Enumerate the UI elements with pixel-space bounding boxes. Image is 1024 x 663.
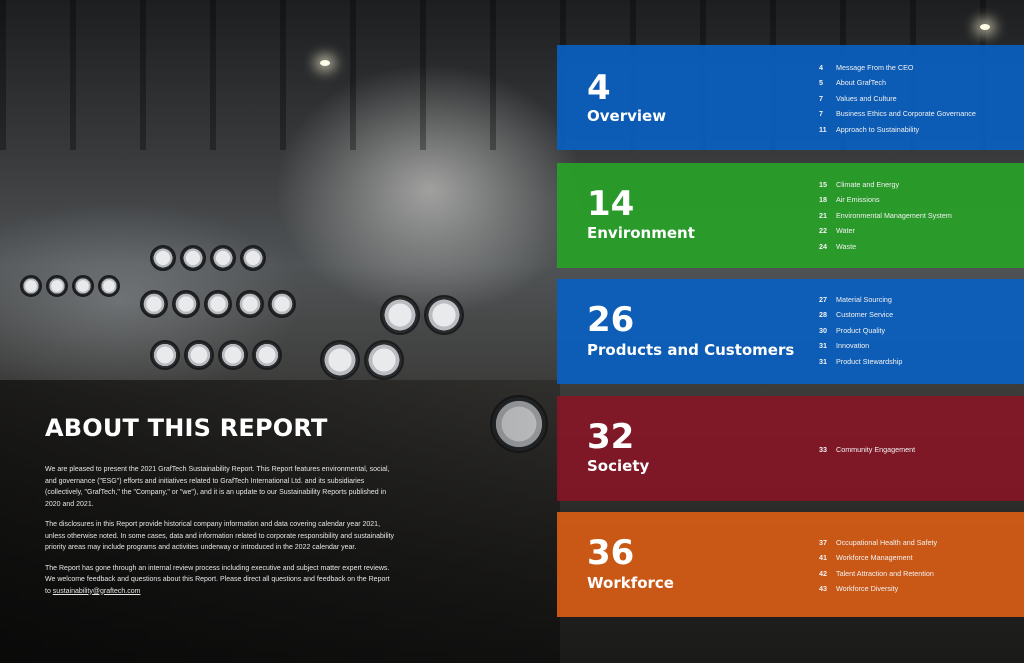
toc-item[interactable]: 30 Product Quality bbox=[819, 325, 886, 335]
section-title: Products and Customers bbox=[587, 341, 795, 359]
electrode-stack bbox=[150, 340, 282, 370]
toc-section-workforce[interactable]: 36 Workforce 37 Occupational Health and S… bbox=[557, 512, 1024, 617]
section-page-number: 36 bbox=[587, 533, 635, 573]
toc-item[interactable]: 15 Climate and Energy bbox=[819, 180, 900, 189]
toc-item[interactable]: 33 Community Engagement bbox=[819, 445, 916, 454]
section-title: Workforce bbox=[587, 574, 674, 592]
section-page-number: 14 bbox=[587, 184, 635, 224]
ceiling-light bbox=[980, 24, 990, 30]
toc-item[interactable]: 4 Message From the CEO bbox=[819, 63, 914, 72]
about-paragraph: The disclosures in this Report provide h… bbox=[45, 521, 395, 551]
contact-email-link[interactable]: sustainability@graftech.com bbox=[52, 587, 141, 595]
toc-item[interactable]: 11 Approach to Sustainability bbox=[819, 124, 920, 134]
section-contents-list: 37 Occupational Health and Safety 41 Workf… bbox=[819, 535, 937, 597]
toc-item[interactable]: 31 Product Stewardship bbox=[819, 356, 903, 366]
section-title: Overview bbox=[587, 107, 667, 125]
text-backdrop bbox=[0, 380, 560, 663]
toc-item[interactable]: 24 Waste bbox=[819, 241, 857, 251]
toc-item[interactable]: 7 Values and Culture bbox=[819, 93, 897, 103]
section-contents-list: 27 Material Sourcing 28 Customer Service 3… bbox=[819, 292, 902, 369]
toc-section-overview[interactable]: 4 Overview 4 Message From the CEO 5 About … bbox=[557, 45, 1024, 150]
electrode-stack bbox=[150, 245, 266, 271]
electrode-stack bbox=[380, 295, 464, 335]
section-contents-list: 33 Community Engagement bbox=[819, 442, 915, 457]
toc-section-environment[interactable]: 14 Environment 15 Climate and Energy 18 Ai… bbox=[557, 163, 1024, 268]
toc-section-society[interactable]: 32 Society 33 Community Engagement bbox=[557, 396, 1024, 501]
section-page-number: 26 bbox=[587, 300, 635, 340]
about-section: ABOUT THIS REPORT We are pleased to pres… bbox=[45, 414, 397, 606]
toc-item[interactable]: 43 Workforce Diversity bbox=[819, 584, 899, 594]
toc-item[interactable]: 27 Material Sourcing bbox=[819, 295, 892, 304]
section-title: Society bbox=[587, 457, 650, 475]
ceiling-light bbox=[320, 60, 330, 66]
toc-section-products-and-customers[interactable]: 26 Products and Customers 27 Material Sou… bbox=[557, 279, 1024, 384]
about-title: ABOUT THIS REPORT bbox=[45, 414, 328, 442]
electrode-stack bbox=[140, 290, 296, 318]
toc-item[interactable]: 21 Environmental Management System bbox=[819, 210, 952, 220]
about-paragraph: We are pleased to present the 2021 GrafT… bbox=[45, 466, 390, 508]
section-contents-list: 15 Climate and Energy 18 Air Emissions 21 E… bbox=[819, 177, 952, 254]
toc-item[interactable]: 37 Occupational Health and Safety bbox=[819, 538, 938, 547]
about-paragraph-text: The Report has gone through an internal … bbox=[45, 564, 390, 595]
toc-item[interactable]: 18 Air Emissions bbox=[819, 195, 880, 205]
section-page-number: 4 bbox=[587, 68, 611, 108]
toc-item[interactable]: 31 Innovation bbox=[819, 341, 870, 351]
electrode-stack bbox=[320, 340, 404, 380]
toc-item[interactable]: 41 Workforce Management bbox=[819, 553, 913, 563]
about-paragraph: The Report has gone through an internal … bbox=[45, 563, 397, 598]
section-page-number: 32 bbox=[587, 417, 635, 457]
toc-item[interactable]: 7 Business Ethics and Corporate Governanc… bbox=[819, 109, 976, 119]
electrode-stack bbox=[20, 275, 120, 297]
toc-item[interactable]: 22 Water bbox=[819, 226, 855, 236]
toc-item[interactable]: 5 About GrafTech bbox=[819, 78, 886, 88]
section-title: Environment bbox=[587, 224, 695, 242]
toc-item[interactable]: 28 Customer Service bbox=[819, 310, 894, 320]
toc-item[interactable]: 42 Talent Attraction and Retention bbox=[819, 568, 934, 578]
